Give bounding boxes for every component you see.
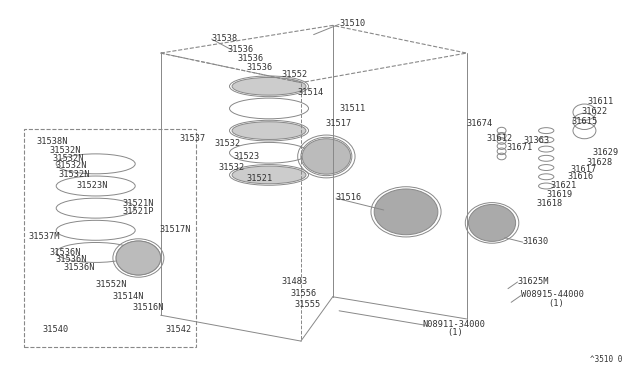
Text: 31511: 31511 [339,104,365,113]
Text: 31540: 31540 [43,325,69,334]
Text: 31514N: 31514N [113,292,145,301]
Text: 31615: 31615 [572,117,598,126]
Text: 31619: 31619 [547,190,573,199]
Text: 31536N: 31536N [56,255,87,264]
Text: 31536N: 31536N [49,248,81,257]
Text: 31532: 31532 [215,139,241,148]
Text: 31537M: 31537M [28,232,60,241]
Text: 31618: 31618 [537,199,563,208]
Text: 31516: 31516 [336,193,362,202]
Text: 31536: 31536 [228,45,254,54]
Text: 31521N: 31521N [122,199,154,208]
Text: 31621: 31621 [550,182,577,190]
Text: 31523N: 31523N [77,182,108,190]
Text: 31532N: 31532N [59,170,90,179]
Ellipse shape [302,139,351,174]
Text: 31536N: 31536N [64,263,95,272]
Text: 31517N: 31517N [159,225,191,234]
Ellipse shape [232,77,306,95]
Text: W08915-44000: W08915-44000 [521,291,584,299]
Text: ^3510 0: ^3510 0 [590,355,623,364]
Text: 31537: 31537 [180,134,206,142]
Text: 31536: 31536 [237,54,264,63]
Text: 31628: 31628 [586,157,612,167]
Text: 31532N: 31532N [56,161,87,170]
Text: 31532N: 31532N [52,154,84,163]
Text: 31671: 31671 [507,143,533,152]
Text: 31538N: 31538N [36,137,68,146]
Text: (1): (1) [447,328,463,337]
Text: 31483: 31483 [282,277,308,286]
Text: 31363: 31363 [524,137,550,145]
Text: 31556: 31556 [290,289,316,298]
Text: 31555: 31555 [294,300,321,309]
Text: 31510: 31510 [339,19,365,28]
Text: 31536: 31536 [246,62,273,72]
Text: 31517: 31517 [325,119,351,128]
Text: 31629: 31629 [593,148,619,157]
Text: N08911-34000: N08911-34000 [422,320,485,329]
Text: 31521: 31521 [246,174,273,183]
Text: 31552N: 31552N [96,280,127,289]
Text: 31523: 31523 [234,152,260,161]
Text: 31617: 31617 [570,165,596,174]
Text: 31514: 31514 [298,89,324,97]
Text: 31516N: 31516N [132,302,163,312]
Text: 31542: 31542 [166,325,192,334]
Text: 31630: 31630 [523,237,549,246]
Text: 31616: 31616 [567,172,593,181]
Text: 31532: 31532 [218,163,244,172]
Ellipse shape [232,122,306,140]
Ellipse shape [232,166,306,184]
Ellipse shape [468,205,516,241]
Text: 31552: 31552 [282,70,308,79]
Text: (1): (1) [548,299,564,308]
Text: 31611: 31611 [588,97,614,106]
Text: 31532N: 31532N [49,147,81,155]
Text: 31622: 31622 [581,107,607,116]
Text: 31625M: 31625M [518,277,549,286]
Text: 31521P: 31521P [122,206,154,216]
Text: 31674: 31674 [467,119,493,128]
Text: 31612: 31612 [487,134,513,142]
Ellipse shape [116,241,161,275]
Ellipse shape [374,189,438,235]
Text: 31538: 31538 [212,34,238,43]
